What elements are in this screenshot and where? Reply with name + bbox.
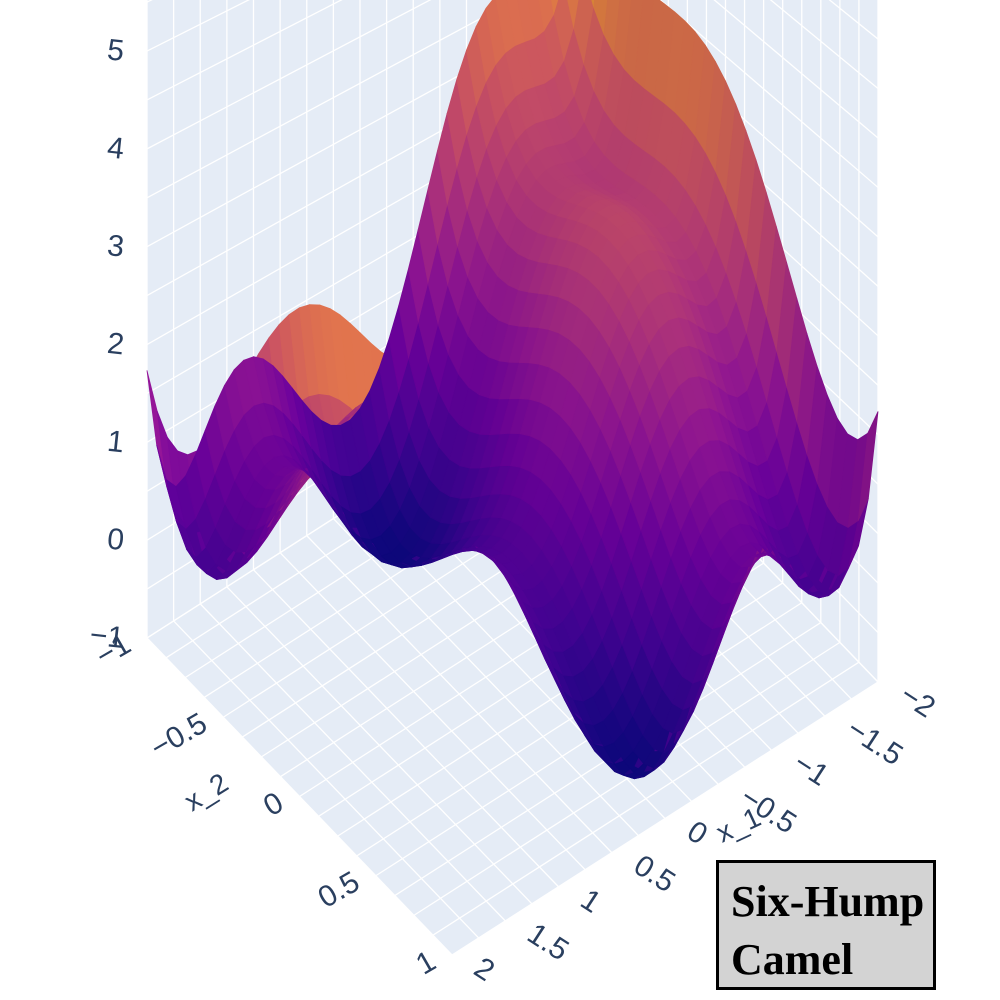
z-tick-label: 1 xyxy=(106,425,126,460)
x-tick-label: −1.5 xyxy=(841,712,909,772)
grid-line-z-right xyxy=(713,0,879,139)
x-tick-label: 1 xyxy=(575,883,607,920)
grid-line-y-floor xyxy=(451,681,879,956)
grid-line-y-floor xyxy=(413,641,841,916)
y-tick-label: 0 xyxy=(258,786,289,823)
x-tick-label: 0.5 xyxy=(628,849,681,899)
x-tick-label: −2 xyxy=(894,678,941,724)
grid-line-z-right xyxy=(659,0,879,188)
y-tick-label: 0.5 xyxy=(313,865,366,914)
y-axis-label: x_2 xyxy=(179,767,234,817)
z-tick-label: 5 xyxy=(106,33,126,68)
x-tick-label: 2 xyxy=(468,951,500,988)
chart-title-line-1: Six-Hump xyxy=(731,877,925,926)
grid-line-z-left xyxy=(146,0,250,52)
z-tick-label: 4 xyxy=(106,131,126,166)
z-tick-label: 0 xyxy=(106,523,126,558)
chart-title-line-2: Camel xyxy=(731,935,854,984)
grid-line-z-left xyxy=(146,0,343,101)
z-tick-label: −1 xyxy=(88,619,125,655)
z-tick-label: 2 xyxy=(106,327,126,362)
y-tick-label: −0.5 xyxy=(145,707,213,765)
grid-line-z-left xyxy=(146,0,432,150)
y-tick-label: 1 xyxy=(411,944,442,981)
grid-line-y-floor xyxy=(432,661,860,936)
z-tick-label: 3 xyxy=(106,229,126,264)
chart-title-box: Six-Hump Camel xyxy=(716,860,936,990)
x-tick-label: −1 xyxy=(788,746,835,792)
grid-line-z-right xyxy=(769,0,879,90)
surface-patch xyxy=(857,411,879,521)
x-tick-label: 1.5 xyxy=(521,917,574,967)
x-tick-label: 0 xyxy=(681,815,713,852)
surface-mesh xyxy=(146,0,879,780)
